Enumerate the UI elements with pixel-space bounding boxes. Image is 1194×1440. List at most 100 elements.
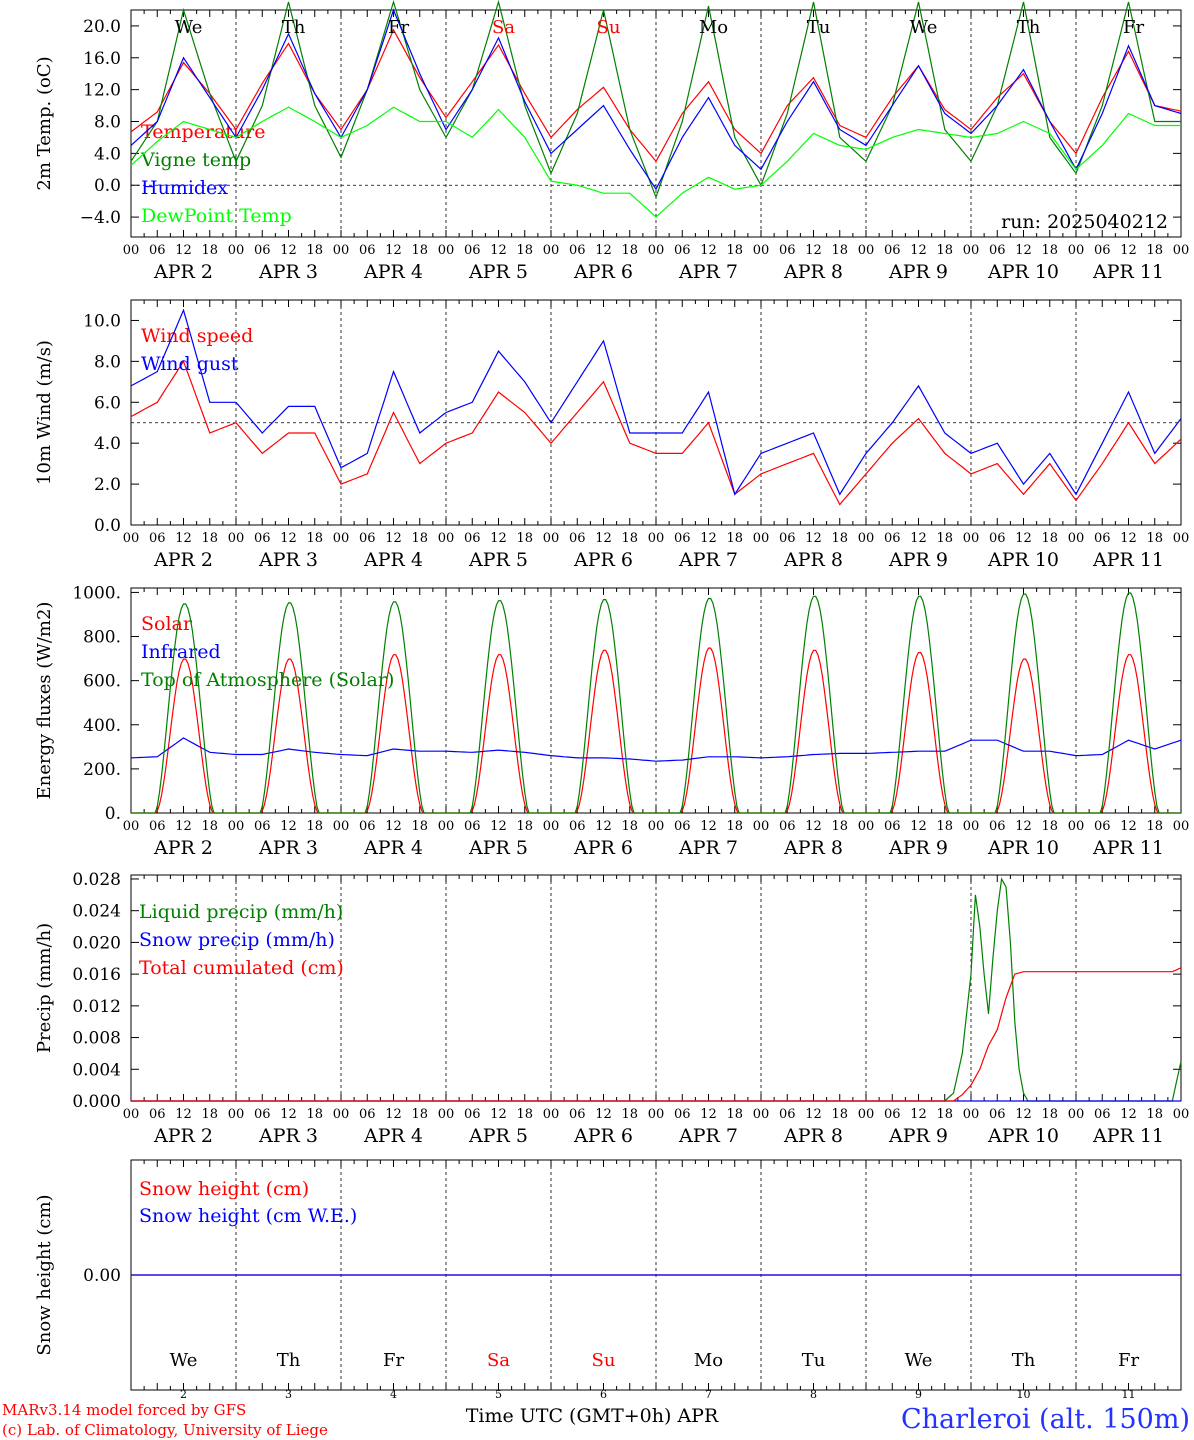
hour-label: 06 (569, 531, 586, 546)
legend-entry: Snow height (cm W.E.) (139, 1205, 357, 1227)
hour-label: 06 (1094, 531, 1111, 546)
hour-label: 12 (805, 1107, 822, 1122)
hour-label: 00 (858, 243, 875, 258)
weekday-label-top: We (175, 17, 203, 38)
weekday-label-bottom: Fr (1118, 1350, 1139, 1371)
y-tick-label: 4.0 (94, 144, 121, 164)
hour-label: 12 (805, 819, 822, 834)
legend-entry: Top of Atmosphere (Solar) (141, 669, 394, 691)
day-number: 6 (600, 1388, 607, 1401)
weekday-label-top: Fr (1123, 17, 1144, 38)
hour-label: 06 (359, 243, 376, 258)
hour-label: 00 (1068, 819, 1085, 834)
date-label: APR 9 (888, 549, 948, 571)
hour-label: 06 (674, 243, 691, 258)
date-label: APR 7 (678, 837, 738, 859)
hour-label: 18 (411, 243, 428, 258)
hour-label: 18 (201, 1107, 218, 1122)
day-number: 10 (1017, 1388, 1031, 1401)
hour-label: 18 (1146, 243, 1163, 258)
hour-label: 06 (674, 819, 691, 834)
date-label: APR 6 (573, 261, 633, 283)
hour-label: 12 (385, 1107, 402, 1122)
hour-label: 06 (149, 243, 166, 258)
hour-label: 00 (123, 819, 140, 834)
hour-label: 00 (1173, 531, 1190, 546)
hour-label: 18 (831, 1107, 848, 1122)
hour-label: 18 (831, 531, 848, 546)
hour-label: 18 (936, 1107, 953, 1122)
date-label: APR 3 (258, 1125, 318, 1147)
date-label: APR 4 (363, 549, 423, 571)
hour-label: 06 (569, 1107, 586, 1122)
x-axis-title: Time UTC (GMT+0h) APR (466, 1405, 719, 1427)
hour-label: 18 (726, 531, 743, 546)
weekday-label-top: We (910, 17, 938, 38)
y-tick-label: 600. (83, 672, 121, 692)
date-label: APR 3 (258, 261, 318, 283)
hour-label: 06 (149, 531, 166, 546)
y-tick-label: 0.000 (72, 1092, 121, 1112)
hour-label: 06 (779, 243, 796, 258)
y-tick-label: 6.0 (94, 393, 121, 413)
credit-model: MARv3.14 model forced by GFS (2, 1401, 246, 1419)
date-label: APR 10 (987, 261, 1059, 283)
legend-entry: Liquid precip (mm/h) (139, 901, 343, 923)
date-label: APR 8 (783, 549, 843, 571)
hour-label: 00 (228, 819, 245, 834)
hour-label: 18 (621, 531, 638, 546)
y-tick-label: 0.024 (72, 902, 121, 922)
hour-label: 12 (700, 531, 717, 546)
hour-label: 00 (228, 1107, 245, 1122)
hour-label: 00 (1173, 243, 1190, 258)
hour-label: 12 (1120, 531, 1137, 546)
date-label: APR 2 (153, 837, 213, 859)
hour-label: 12 (1120, 243, 1137, 258)
hour-label: 18 (1041, 819, 1058, 834)
hour-label: 18 (201, 531, 218, 546)
day-number: 3 (285, 1388, 292, 1401)
legend-entry: Infrared (141, 641, 221, 663)
hour-label: 18 (411, 819, 428, 834)
hour-label: 06 (464, 531, 481, 546)
date-label: APR 11 (1092, 261, 1164, 283)
hour-label: 00 (648, 1107, 665, 1122)
y-tick-label: 0.020 (72, 933, 121, 953)
hour-label: 12 (595, 531, 612, 546)
hour-label: 18 (1146, 819, 1163, 834)
date-label: APR 3 (258, 549, 318, 571)
date-label: APR 10 (987, 837, 1059, 859)
hour-label: 06 (779, 819, 796, 834)
hour-label: 12 (700, 819, 717, 834)
date-label: APR 2 (153, 549, 213, 571)
hour-label: 12 (595, 1107, 612, 1122)
hour-label: 06 (359, 1107, 376, 1122)
day-number: 4 (390, 1388, 397, 1401)
hour-label: 18 (936, 243, 953, 258)
weekday-label-bottom: Th (277, 1350, 301, 1371)
run-label: run: 2025040212 (1001, 211, 1168, 233)
hour-label: 12 (910, 531, 927, 546)
hour-label: 00 (753, 243, 770, 258)
weekday-label-bottom: Fr (383, 1350, 404, 1371)
y-tick-label: 0.012 (72, 997, 121, 1017)
hour-label: 00 (438, 531, 455, 546)
hour-label: 18 (621, 1107, 638, 1122)
hour-label: 12 (280, 531, 297, 546)
hour-label: 06 (674, 531, 691, 546)
weekday-label-top: Th (282, 17, 306, 38)
hour-label: 06 (1094, 1107, 1111, 1122)
y-tick-label: 200. (83, 760, 121, 780)
series-line-2 (130, 8, 1182, 191)
date-label: APR 10 (987, 549, 1059, 571)
hour-label: 18 (516, 531, 533, 546)
hour-label: 06 (884, 531, 901, 546)
hour-label: 00 (438, 819, 455, 834)
series-line-1 (130, 737, 1182, 762)
hour-label: 06 (464, 243, 481, 258)
hour-label: 12 (175, 1107, 192, 1122)
hour-label: 18 (1041, 531, 1058, 546)
hour-label: 00 (1068, 531, 1085, 546)
hour-label: 18 (936, 531, 953, 546)
date-label: APR 8 (783, 837, 843, 859)
